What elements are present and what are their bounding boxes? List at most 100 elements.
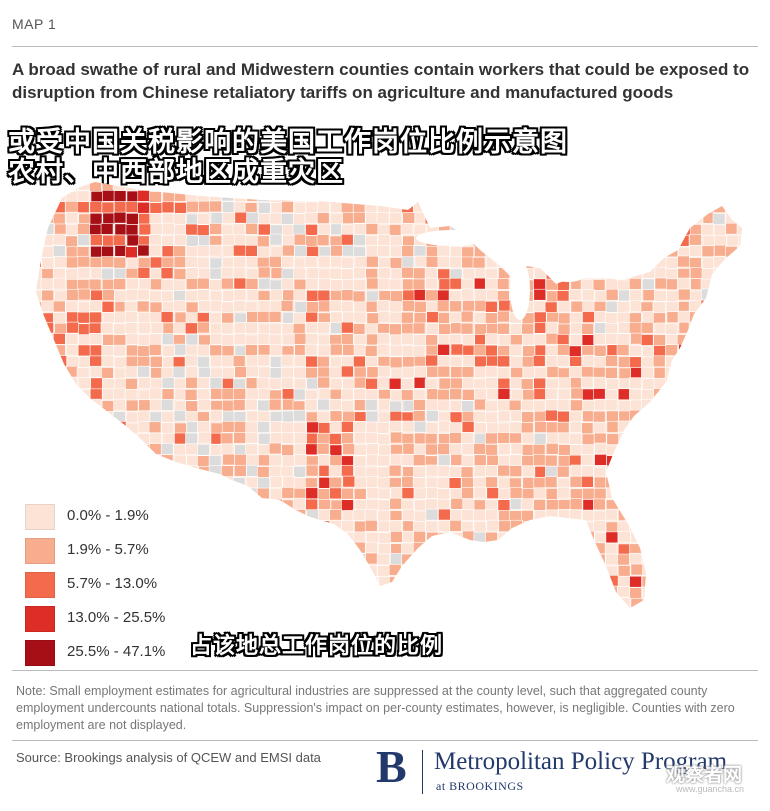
county-cell xyxy=(318,610,330,620)
county-cell xyxy=(306,432,319,445)
county-cell xyxy=(245,421,258,434)
county-cell xyxy=(485,411,498,424)
county-cell xyxy=(484,234,498,246)
county-cell xyxy=(461,400,474,412)
county-cell xyxy=(353,420,367,433)
county-cell xyxy=(569,587,583,599)
county-cell xyxy=(137,356,151,368)
county-cell xyxy=(294,531,307,544)
county-cell xyxy=(592,410,606,423)
county-cell xyxy=(449,182,462,192)
county-cell xyxy=(281,421,294,434)
county-cell xyxy=(185,245,199,258)
county-cell xyxy=(582,410,595,423)
county-cell xyxy=(364,345,378,357)
county-cell xyxy=(618,477,631,489)
county-cell xyxy=(472,190,486,203)
county-cell xyxy=(413,597,426,608)
county-cell xyxy=(461,432,474,445)
county-cell xyxy=(521,531,534,543)
county-cell xyxy=(376,433,390,446)
county-cell xyxy=(689,488,702,500)
county-cell xyxy=(329,444,343,457)
county-cell xyxy=(222,378,235,390)
county-cell xyxy=(474,366,487,379)
county-cell xyxy=(462,344,476,357)
county-cell xyxy=(102,289,115,301)
county-cell xyxy=(36,344,43,356)
county-cell xyxy=(546,432,559,445)
county-cell xyxy=(174,190,187,202)
county-cell xyxy=(306,509,320,521)
county-cell xyxy=(450,585,464,598)
county-cell xyxy=(689,609,701,620)
county-cell xyxy=(36,235,44,247)
county-cell xyxy=(521,488,535,500)
county-cell xyxy=(593,301,607,313)
county-cell xyxy=(510,246,524,258)
county-cell xyxy=(569,312,583,324)
county-cell xyxy=(642,378,656,390)
county-cell xyxy=(293,278,307,291)
county-cell xyxy=(89,466,103,479)
county-cell xyxy=(462,587,475,600)
county-cell xyxy=(557,410,570,423)
logo-divider xyxy=(422,750,423,794)
county-cell xyxy=(534,466,548,478)
county-cell xyxy=(390,389,404,402)
county-cell xyxy=(618,399,632,412)
county-cell xyxy=(258,366,272,379)
county-cell xyxy=(436,190,450,203)
county-cell xyxy=(533,212,547,224)
county-cell xyxy=(558,444,571,456)
county-cell xyxy=(666,520,679,533)
county-cell xyxy=(173,486,187,499)
county-cell xyxy=(269,344,283,357)
county-cell xyxy=(737,377,742,390)
county-cell xyxy=(306,267,320,279)
county-cell xyxy=(341,388,354,401)
county-cell xyxy=(725,345,738,357)
county-cell xyxy=(352,541,366,554)
county-cell xyxy=(665,487,679,500)
county-cell xyxy=(558,377,571,390)
county-cell xyxy=(617,182,631,191)
county-cell xyxy=(185,464,198,477)
county-cell xyxy=(607,609,619,620)
county-cell xyxy=(317,366,331,379)
county-cell xyxy=(726,377,740,389)
county-cell xyxy=(101,345,114,357)
county-cell xyxy=(616,301,630,313)
county-cell xyxy=(89,476,103,488)
county-cell xyxy=(258,223,271,236)
county-cell xyxy=(557,499,571,511)
county-cell xyxy=(377,510,391,523)
county-cell xyxy=(485,575,498,588)
county-cell xyxy=(546,596,560,608)
county-cell xyxy=(114,223,128,236)
county-cell xyxy=(629,520,642,533)
county-cell xyxy=(281,487,295,499)
county-cell xyxy=(593,466,607,479)
county-cell xyxy=(136,466,150,479)
county-cell xyxy=(329,398,342,411)
county-cell xyxy=(185,366,199,378)
county-cell xyxy=(738,398,742,411)
county-cell xyxy=(570,543,583,555)
county-cell xyxy=(474,289,488,301)
county-cell xyxy=(245,431,259,444)
county-cell xyxy=(605,278,618,290)
county-cell xyxy=(438,182,452,191)
county-cell xyxy=(232,399,246,411)
county-cell xyxy=(353,266,366,279)
county-cell xyxy=(497,432,510,444)
county-cell xyxy=(665,508,679,521)
county-cell xyxy=(545,576,558,588)
county-cell xyxy=(653,201,667,213)
county-cell xyxy=(557,432,571,445)
county-cell xyxy=(42,443,55,456)
county-cell xyxy=(124,301,138,314)
county-cell xyxy=(293,289,307,302)
county-cell xyxy=(413,466,426,478)
county-cell xyxy=(137,433,151,445)
